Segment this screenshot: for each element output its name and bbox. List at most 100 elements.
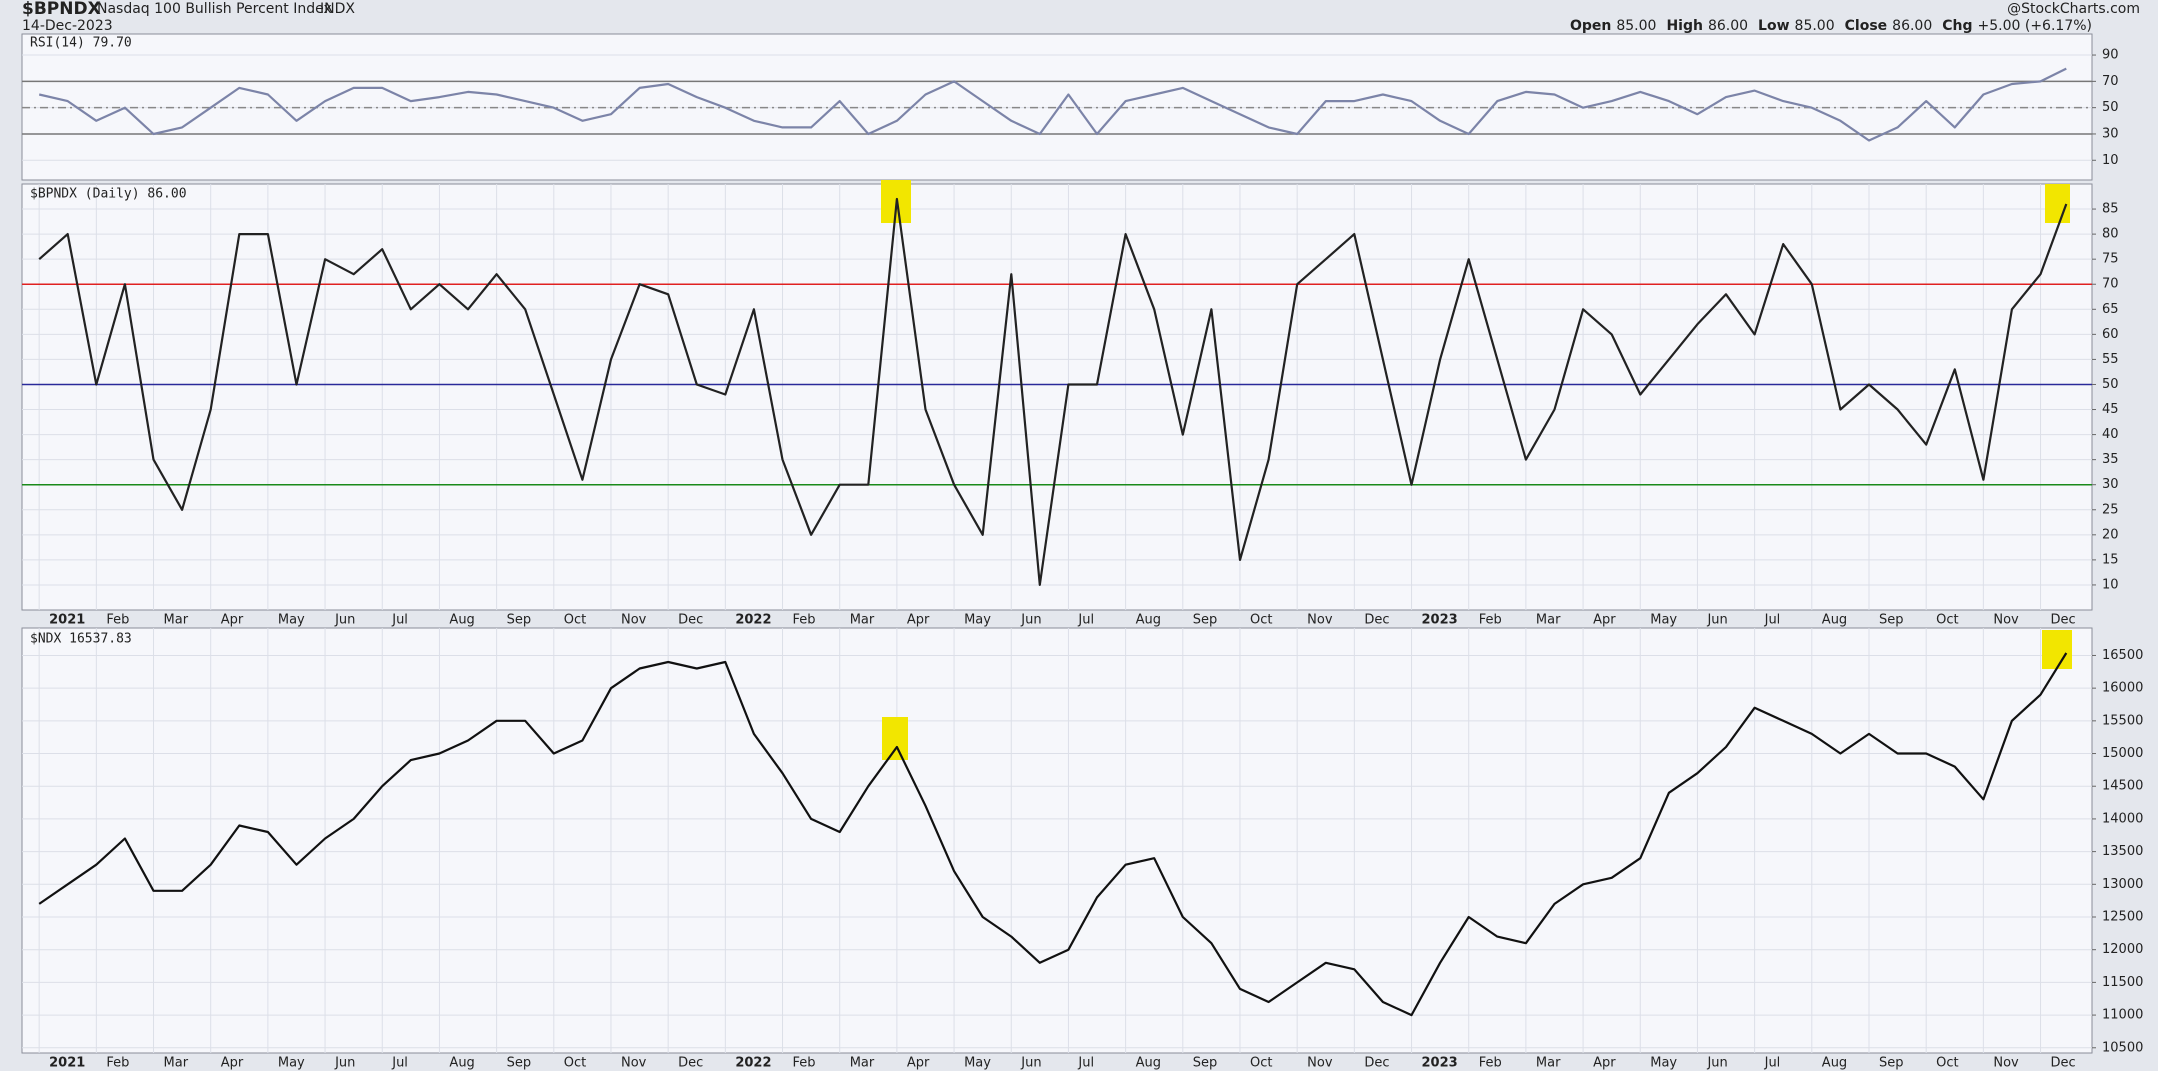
x-tick-label: Sep: [1193, 613, 1218, 628]
x-tick-label: Sep: [507, 1056, 532, 1071]
x-tick-label: Jul: [1764, 613, 1781, 628]
x-tick-label: Jun: [1020, 1056, 1041, 1071]
x-tick-label: Oct: [1250, 613, 1272, 628]
y-tick-label: 10500: [2102, 1040, 2143, 1055]
y-tick-label: 12500: [2102, 910, 2143, 925]
x-tick-label: Mar: [164, 1056, 189, 1071]
y-tick-label: 75: [2102, 252, 2119, 267]
quote: +5.00 (+6.17%)Chg86.00Close85.00Low86.00…: [1570, 18, 2092, 34]
x-tick-label: Dec: [2051, 1056, 2076, 1071]
x-tick-label: 2021: [49, 1056, 85, 1071]
quote-label: Low: [1758, 18, 1790, 34]
x-tick-label: Nov: [1307, 613, 1333, 628]
series-line: [38, 67, 2067, 142]
x-tick-label: Nov: [1993, 1056, 2019, 1071]
x-tick-label: Mar: [850, 1056, 875, 1071]
x-tick-label: Mar: [850, 613, 875, 628]
x-tick-label: Feb: [106, 613, 129, 628]
x-tick-label: 2023: [1422, 1056, 1458, 1071]
x-tick-label: 2022: [735, 1056, 771, 1071]
series-line: [38, 652, 2068, 1017]
quote-value: 85.00: [1616, 18, 1656, 34]
credit: @StockCharts.com: [2007, 1, 2140, 17]
x-tick-label: Aug: [1136, 613, 1161, 628]
x-tick-label: Feb: [1479, 613, 1502, 628]
y-tick-label: 70: [2102, 74, 2119, 89]
x-tick-label: Jun: [1020, 613, 1041, 628]
x-tick-label: Jul: [1077, 1056, 1094, 1071]
x-tick-label: Nov: [1307, 1056, 1333, 1071]
quote-value: +5.00 (+6.17%): [1978, 18, 2092, 34]
y-tick-label: 20: [2102, 527, 2119, 542]
highlight: [2042, 630, 2072, 669]
x-tick-label: Jun: [334, 613, 355, 628]
x-tick-label: Jun: [1706, 613, 1727, 628]
symbol: $BPNDX: [22, 0, 101, 19]
y-tick-label: 10: [2102, 153, 2119, 168]
x-tick-label: Oct: [1936, 1056, 1958, 1071]
panel-background: [21, 627, 2093, 1054]
x-tick-label: May: [1650, 613, 1677, 628]
x-tick-label: Aug: [1822, 1056, 1847, 1071]
index-name: Nasdaq 100 Bullish Percent Index: [97, 1, 332, 17]
x-tick-label: Nov: [621, 1056, 647, 1071]
y-tick-label: 15: [2102, 552, 2119, 567]
y-tick-label: 16500: [2102, 648, 2143, 663]
panel-title: $BPNDX (Daily) 86.00: [30, 187, 187, 202]
x-tick-label: 2021: [49, 613, 85, 628]
quote-value: 86.00: [1892, 18, 1932, 34]
x-tick-label: May: [278, 1056, 305, 1071]
x-tick-label: May: [964, 613, 991, 628]
y-tick-label: 90: [2102, 48, 2119, 63]
highlight: [2045, 184, 2070, 223]
quote-label: Open: [1570, 18, 1611, 34]
y-tick-label: 10: [2102, 577, 2119, 592]
y-tick-label: 15500: [2102, 713, 2143, 728]
x-tick-label: Aug: [449, 613, 474, 628]
x-tick-label: May: [964, 1056, 991, 1071]
x-tick-label: Jun: [1706, 1056, 1727, 1071]
quote-value: 85.00: [1795, 18, 1835, 34]
x-tick-label: Nov: [1993, 613, 2019, 628]
y-tick-label: 12000: [2102, 942, 2143, 957]
highlight: [882, 717, 908, 760]
exchange: INDX: [320, 1, 355, 17]
y-tick-label: 15000: [2102, 746, 2143, 761]
x-tick-label: Apr: [221, 1056, 244, 1071]
x-tick-label: Jul: [391, 613, 408, 628]
y-tick-label: 25: [2102, 502, 2119, 517]
x-tick-label: Feb: [106, 1056, 129, 1071]
x-tick-label: Apr: [907, 613, 930, 628]
x-tick-label: Oct: [1936, 613, 1958, 628]
x-tick-label: Apr: [221, 613, 244, 628]
x-tick-label: Oct: [1250, 1056, 1272, 1071]
date: 14-Dec-2023: [22, 18, 113, 34]
y-tick-label: 13500: [2102, 844, 2143, 859]
y-tick-label: 13000: [2102, 877, 2143, 892]
x-tick-label: May: [1650, 1056, 1677, 1071]
x-tick-label: Aug: [1136, 1056, 1161, 1071]
x-tick-label: Jul: [391, 1056, 408, 1071]
x-tick-label: Dec: [1364, 1056, 1389, 1071]
panels: [21, 33, 2093, 1054]
y-tick-label: 14000: [2102, 811, 2143, 826]
x-tick-label: Sep: [1879, 613, 1904, 628]
x-tick-label: Aug: [449, 1056, 474, 1071]
x-tick-label: Dec: [2051, 613, 2076, 628]
x-tick-label: 2022: [735, 613, 771, 628]
y-tick-label: 55: [2102, 352, 2119, 367]
series: [38, 652, 2068, 1017]
quote-label: High: [1666, 18, 1703, 34]
quote-label: Close: [1845, 18, 1888, 34]
x-tick-label: Feb: [793, 613, 816, 628]
y-tick-label: 11000: [2102, 1008, 2143, 1023]
quote-label: Chg: [1942, 18, 1972, 34]
panel-background: [21, 183, 2093, 611]
y-tick-label: 40: [2102, 427, 2119, 442]
x-tick-label: Oct: [564, 1056, 586, 1071]
x-tick-label: Feb: [793, 1056, 816, 1071]
x-tick-label: Mar: [164, 613, 189, 628]
x-tick-label: Jun: [334, 1056, 355, 1071]
x-tick-label: May: [278, 613, 305, 628]
